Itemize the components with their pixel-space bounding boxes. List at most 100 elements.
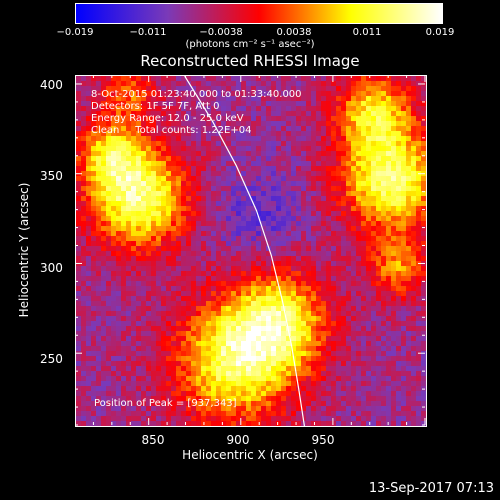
heatmap-cell <box>356 276 362 282</box>
heatmap-cell <box>421 326 426 332</box>
heatmap-cell <box>251 371 257 377</box>
heatmap-cell <box>406 366 412 372</box>
heatmap-cell <box>181 96 187 102</box>
heatmap-cell <box>371 321 377 327</box>
heatmap-cell <box>206 126 212 132</box>
heatmap-cell <box>146 236 152 242</box>
heatmap-cell <box>381 151 387 157</box>
heatmap-cell <box>391 411 397 417</box>
heatmap-cell <box>271 81 277 87</box>
heatmap-cell <box>81 411 87 417</box>
heatmap-cell <box>406 126 412 132</box>
heatmap-cell <box>256 181 262 187</box>
heatmap-cell <box>406 146 412 152</box>
heatmap-cell <box>256 316 262 322</box>
heatmap-cell <box>106 201 112 207</box>
heatmap-cell <box>76 96 82 102</box>
heatmap-cell <box>281 276 287 282</box>
heatmap-cell <box>311 301 317 307</box>
heatmap-cell <box>326 376 332 382</box>
heatmap-cell <box>281 121 287 127</box>
heatmap-cell <box>221 131 227 137</box>
heatmap-cell <box>241 366 247 372</box>
x-tick-label: 900 <box>226 433 250 447</box>
heatmap-cell <box>131 391 137 397</box>
heatmap-cell <box>161 336 167 342</box>
heatmap-cell <box>211 316 217 322</box>
heatmap-cell <box>386 416 392 422</box>
heatmap-cell <box>166 141 172 147</box>
heatmap-cell <box>326 141 332 147</box>
heatmap-cell <box>311 171 317 177</box>
heatmap-cell <box>81 326 87 332</box>
heatmap-cell <box>231 176 237 182</box>
heatmap-cell <box>161 106 167 112</box>
heatmap-cell <box>371 226 377 232</box>
heatmap-cell <box>176 201 182 207</box>
heatmap-cell <box>261 366 267 372</box>
heatmap-cell <box>281 401 287 407</box>
heatmap-cell <box>276 391 282 397</box>
heatmap-cell <box>391 171 397 177</box>
heatmap-cell <box>401 291 407 297</box>
heatmap-cell <box>236 161 242 167</box>
heatmap-cell <box>121 246 127 252</box>
heatmap-cell <box>236 381 242 387</box>
heatmap-cell <box>271 301 277 307</box>
heatmap-cell <box>291 121 297 127</box>
heatmap-cell <box>116 246 122 252</box>
heatmap-cell <box>171 376 177 382</box>
heatmap-cell <box>151 386 157 392</box>
heatmap-cell <box>411 176 417 182</box>
heatmap-cell <box>271 346 277 352</box>
heatmap-cell <box>176 266 182 272</box>
heatmap-cell <box>421 171 426 177</box>
heatmap-cell <box>181 346 187 352</box>
heatmap-cell <box>356 156 362 162</box>
heatmap-cell <box>311 231 317 237</box>
heatmap-cell <box>101 391 107 397</box>
heatmap-cell <box>411 166 417 172</box>
heatmap-cell <box>316 231 322 237</box>
heatmap-cell <box>341 131 347 137</box>
heatmap-cell <box>386 336 392 342</box>
heatmap-cell <box>86 411 92 417</box>
heatmap-cell <box>296 131 302 137</box>
heatmap-cell <box>301 406 307 412</box>
heatmap-cell <box>311 266 317 272</box>
heatmap-cell <box>156 326 162 332</box>
heatmap-cell <box>396 211 402 217</box>
heatmap-cell <box>176 346 182 352</box>
heatmap-cell <box>341 361 347 367</box>
heatmap-cell <box>346 251 352 257</box>
heatmap-cell <box>86 181 92 187</box>
heatmap-cell <box>401 251 407 257</box>
heatmap-cell <box>366 206 372 212</box>
heatmap-cell <box>206 256 212 262</box>
heatmap-cell <box>416 281 422 287</box>
heatmap-cell <box>381 96 387 102</box>
heatmap-cell <box>386 91 392 97</box>
heatmap-cell <box>401 236 407 242</box>
heatmap-cell <box>271 91 277 97</box>
heatmap-cell <box>316 221 322 227</box>
heatmap-cell <box>221 111 227 117</box>
heatmap-cell <box>226 291 232 297</box>
heatmap-cell <box>236 201 242 207</box>
heatmap-cell <box>296 266 302 272</box>
heatmap-cell <box>126 106 132 112</box>
heatmap-cell <box>286 146 292 152</box>
heatmap-cell <box>86 226 92 232</box>
heatmap-cell <box>81 121 87 127</box>
heatmap-cell <box>146 191 152 197</box>
heatmap-cell <box>251 261 257 267</box>
heatmap-cell <box>361 341 367 347</box>
heatmap-cell <box>326 341 332 347</box>
heatmap-cell <box>76 276 82 282</box>
heatmap-cell <box>291 316 297 322</box>
heatmap-cell <box>266 261 272 267</box>
heatmap-cell <box>211 236 217 242</box>
heatmap-cell <box>156 126 162 132</box>
heatmap-cell <box>301 76 307 82</box>
heatmap-cell <box>141 176 147 182</box>
